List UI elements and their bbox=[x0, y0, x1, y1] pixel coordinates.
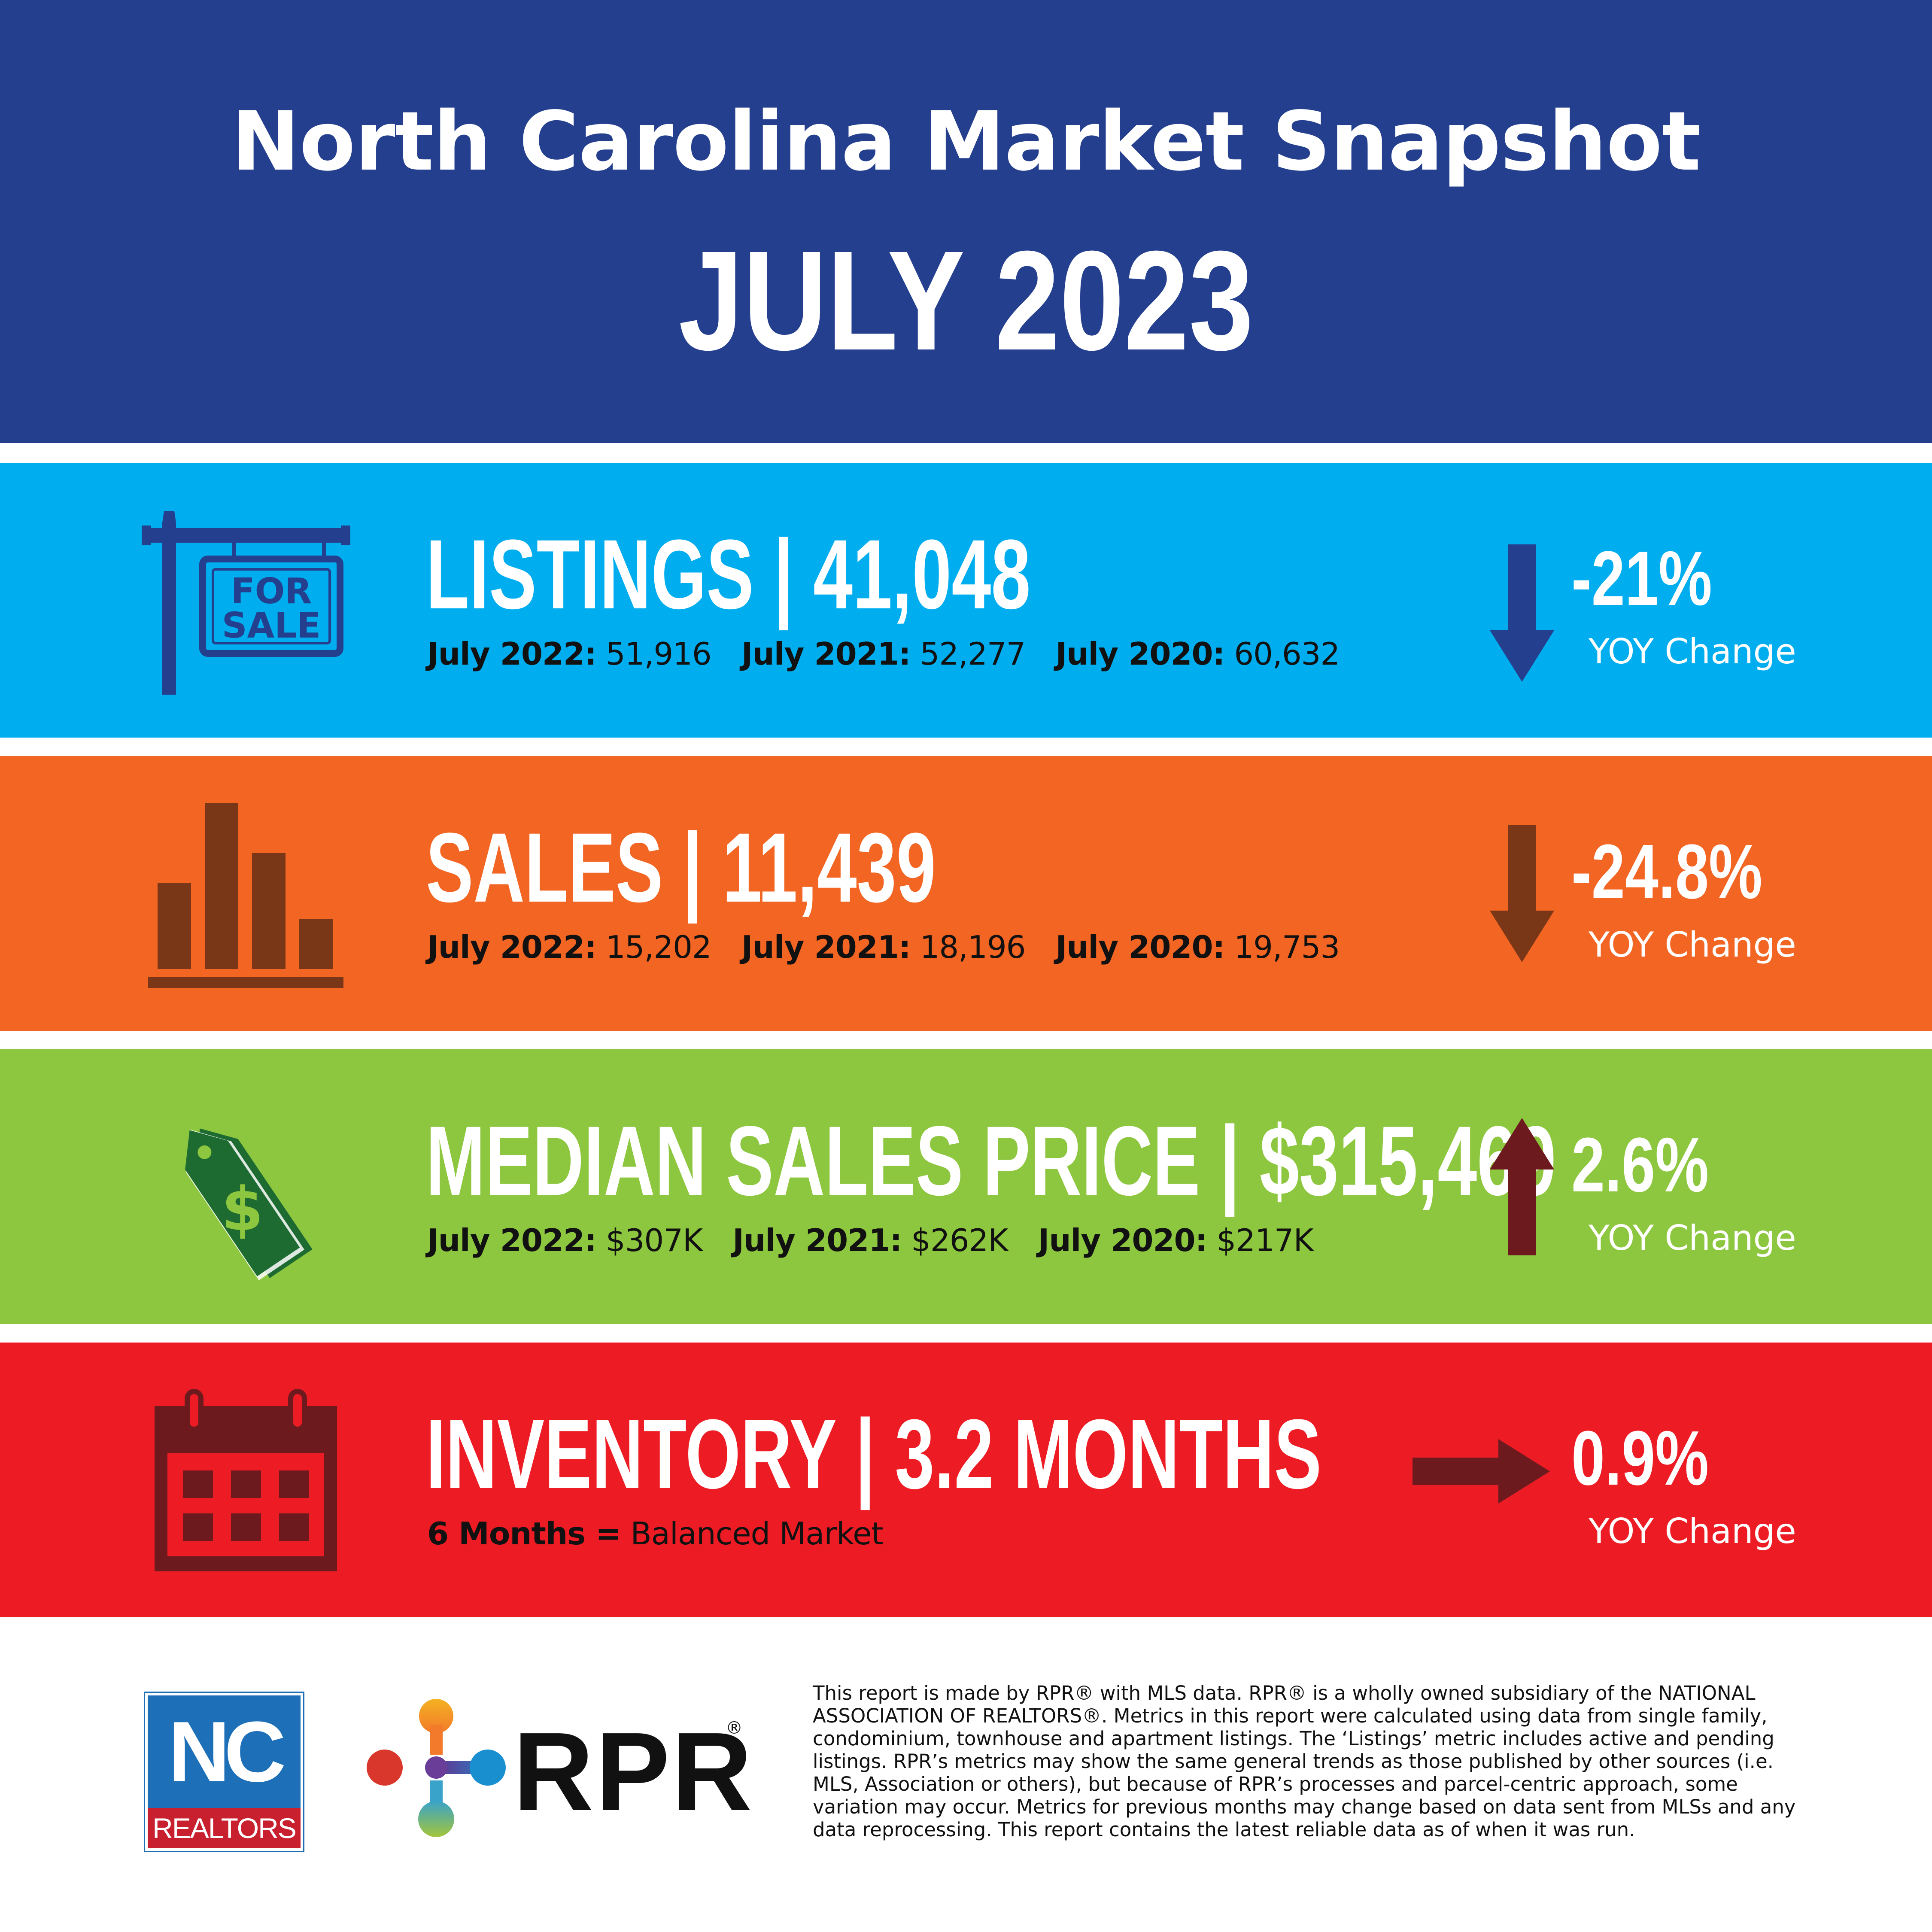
sales-history-label-2021: July 2021: bbox=[741, 929, 911, 965]
median-price-headline: MEDIAN SALES PRICE | $315,469 bbox=[426, 1106, 1556, 1216]
nc-logo-subtext: REALTORS bbox=[148, 1808, 301, 1848]
inventory-headline: INVENTORY | 3.2 MONTHS bbox=[426, 1399, 1322, 1509]
median-price-history-label-2022: July 2022: bbox=[427, 1222, 597, 1258]
footer: NC REALTORS RPR bbox=[0, 1617, 1932, 1932]
listings-history-value-2022: 51,916 bbox=[605, 636, 712, 672]
listings-history-value-2021: 52,277 bbox=[920, 636, 1026, 672]
arrow-down-icon bbox=[1490, 544, 1554, 682]
sales-band: SALES | 11,439 July 2022: 15,202 July 202… bbox=[0, 756, 1932, 1031]
for-sale-sign-icon: FOR SALE bbox=[142, 511, 350, 696]
sales-history-value-2020: 19,753 bbox=[1234, 929, 1340, 965]
nc-logo-text: NC bbox=[168, 1704, 286, 1800]
page-title: North Carolina Market Snapshot bbox=[231, 94, 1701, 189]
median-price-history-value-2021: $262K bbox=[911, 1222, 1008, 1258]
nc-realtors-logo: NC REALTORS bbox=[144, 1692, 304, 1852]
listings-history-label-2020: July 2020: bbox=[1055, 636, 1225, 672]
median-price-history-label-2020: July 2020: bbox=[1038, 1222, 1208, 1258]
sales-history-value-2021: 18,196 bbox=[920, 929, 1026, 965]
median-price-history-value-2020: $217K bbox=[1216, 1222, 1313, 1258]
sales-history-value-2022: 15,202 bbox=[605, 929, 712, 965]
listings-history-label-2021: July 2021: bbox=[741, 636, 911, 672]
inventory-change: 0.9% bbox=[1571, 1415, 1709, 1501]
disclaimer-text: This report is made by RPR® with MLS dat… bbox=[813, 1682, 1796, 1841]
calendar-icon bbox=[155, 1389, 337, 1571]
median-price-history: July 2022: $307K July 2021: $262K July 202… bbox=[427, 1221, 1314, 1260]
header-banner: North Carolina Market Snapshot JULY 2023 bbox=[0, 0, 1932, 443]
sales-history-label-2022: July 2022: bbox=[427, 929, 597, 965]
sales-change-label: YOY Change bbox=[1589, 925, 1796, 965]
page-subtitle: JULY 2023 bbox=[678, 221, 1254, 380]
inventory-note-rest: Balanced Market bbox=[630, 1516, 883, 1552]
median-price-history-value-2022: $307K bbox=[605, 1222, 703, 1258]
listings-change: -21% bbox=[1571, 535, 1712, 622]
for-sale-sign-line1: FOR bbox=[231, 571, 312, 612]
median-price-history-label-2021: July 2021: bbox=[732, 1222, 902, 1258]
median-price-change: 2.6% bbox=[1571, 1122, 1709, 1208]
sales-history-label-2020: July 2020: bbox=[1055, 929, 1225, 965]
sales-history: July 2022: 15,202 July 2021: 18,196 July 2… bbox=[427, 928, 1340, 966]
svg-text:$: $ bbox=[222, 1175, 263, 1245]
rpr-logo-text: RPR bbox=[513, 1710, 754, 1834]
sales-headline: SALES | 11,439 bbox=[426, 812, 936, 923]
listings-change-label: YOY Change bbox=[1589, 632, 1796, 671]
arrow-right-icon bbox=[1413, 1439, 1550, 1504]
listings-history-label-2022: July 2022: bbox=[427, 636, 597, 672]
inventory-change-label: YOY Change bbox=[1589, 1511, 1796, 1551]
arrow-down-icon bbox=[1490, 825, 1554, 962]
price-tag-icon: $ bbox=[163, 1097, 326, 1281]
arrow-up-icon bbox=[1490, 1118, 1554, 1255]
bar-chart-icon bbox=[148, 803, 343, 988]
sales-change: -24.8% bbox=[1571, 829, 1762, 915]
listings-headline: LISTINGS | 41,048 bbox=[426, 519, 1031, 629]
inventory-band: INVENTORY | 3.2 MONTHS 6 Months = Balanc… bbox=[0, 1343, 1932, 1617]
inventory-note: 6 Months = Balanced Market bbox=[427, 1514, 884, 1553]
listings-history: July 2022: 51,916 July 2021: 52,277 July 2… bbox=[427, 635, 1340, 673]
listings-band: FOR SALE LISTINGS | 41,048 July 2022: 51… bbox=[0, 463, 1932, 738]
listings-history-value-2020: 60,632 bbox=[1234, 636, 1340, 672]
inventory-note-bold: 6 Months = bbox=[427, 1516, 621, 1552]
median-price-band: $ MEDIAN SALES PRICE | $315,469 July 202… bbox=[0, 1049, 1932, 1324]
median-price-change-label: YOY Change bbox=[1589, 1218, 1796, 1258]
rpr-logo-mark-icon bbox=[359, 1690, 513, 1845]
for-sale-sign-line2: SALE bbox=[222, 605, 321, 646]
rpr-registered-mark: ® bbox=[726, 1718, 743, 1738]
